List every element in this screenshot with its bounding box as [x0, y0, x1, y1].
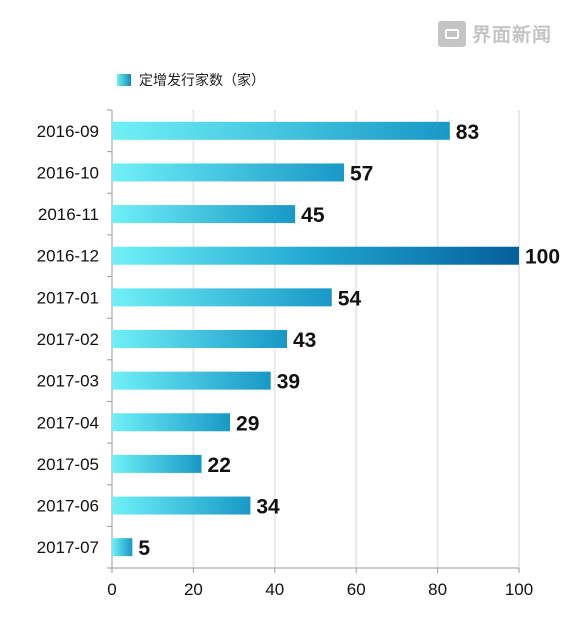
watermark-text: 界面新闻	[472, 24, 553, 46]
watermark: 界面新闻	[438, 20, 552, 47]
data-label: 45	[301, 204, 325, 227]
data-label: 83	[456, 121, 479, 144]
data-label: 22	[208, 454, 231, 477]
category-label: 2016-12	[37, 247, 99, 266]
category-label: 2017-04	[37, 413, 99, 432]
data-label: 43	[293, 329, 316, 352]
bar	[112, 371, 271, 390]
category-label: 2016-09	[37, 122, 99, 141]
bar	[112, 538, 133, 557]
category-label: 2017-06	[37, 497, 99, 516]
category-label: 2017-05	[37, 455, 99, 474]
data-label: 54	[338, 287, 362, 310]
data-label: 29	[236, 412, 259, 435]
bar	[112, 330, 288, 348]
bars	[112, 121, 519, 557]
bar	[112, 205, 296, 224]
x-tick-label: 0	[107, 580, 116, 599]
x-tick-label: 60	[347, 580, 366, 599]
bar	[112, 454, 202, 473]
data-label: 100	[525, 246, 560, 269]
labels: 0 20 40 60 80 100 2016-09 83 2016-10 57 2016-11 45 2…	[37, 121, 560, 599]
category-label: 2016-11	[38, 205, 99, 224]
x-tick-label: 40	[265, 580, 284, 599]
bar	[112, 121, 450, 140]
data-label: 57	[350, 162, 373, 185]
bar	[112, 288, 332, 307]
category-label: 2017-03	[37, 372, 99, 391]
legend-label: 定增发行家数（家）	[139, 73, 265, 89]
x-tick-label: 100	[505, 580, 533, 599]
category-label: 2016-10	[37, 163, 99, 182]
x-tick-label: 80	[428, 580, 447, 599]
bar	[112, 496, 251, 515]
data-label: 39	[277, 371, 300, 394]
data-label: 5	[138, 537, 150, 560]
x-tick-label: 20	[184, 580, 203, 599]
bar	[112, 163, 344, 182]
bar	[112, 413, 231, 432]
legend-swatch	[117, 74, 131, 86]
category-label: 2017-02	[37, 330, 99, 349]
bar	[112, 246, 519, 265]
category-label: 2017-07	[37, 538, 99, 557]
data-label: 34	[256, 496, 280, 519]
category-label: 2017-01	[37, 288, 99, 307]
watermark-logo-icon	[438, 20, 466, 47]
chart-legend: 定增发行家数（家）	[117, 70, 265, 90]
